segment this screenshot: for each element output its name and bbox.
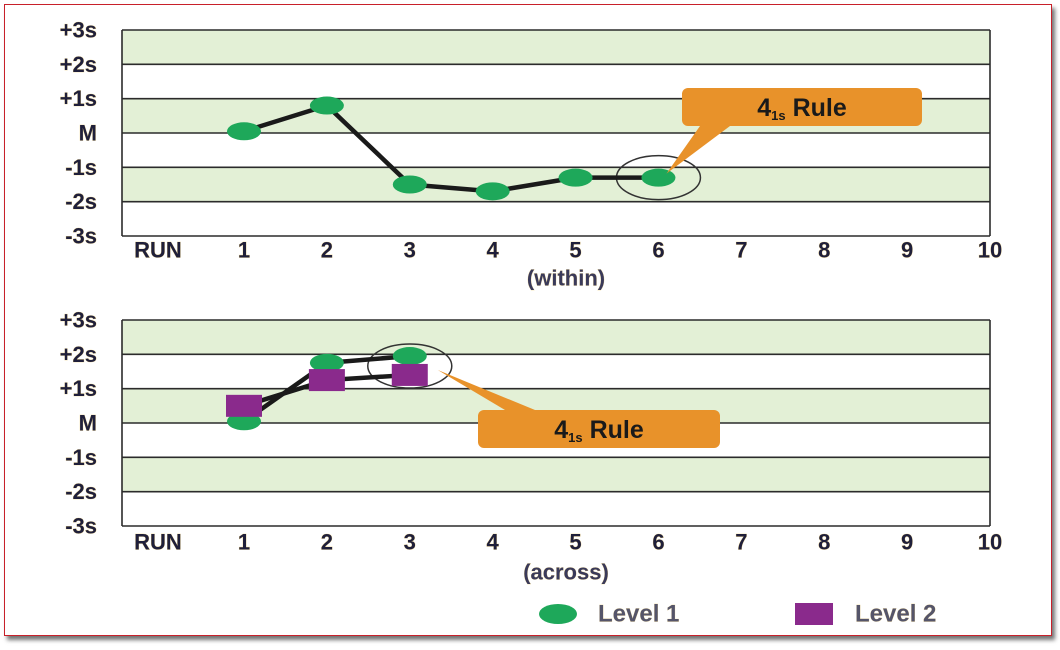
legend-marker-1 (539, 604, 577, 624)
x-axis-title-across: RUN (134, 530, 182, 555)
callout-box-across (478, 410, 720, 448)
y-tick-label-within-0: +3s (60, 18, 97, 43)
rule-highlight-circle-across (367, 343, 453, 389)
x-tick-label-across-1: 1 (238, 530, 250, 555)
x-sub-label-across: (across) (523, 560, 609, 585)
band-across-1 (122, 354, 990, 389)
band-across-4 (122, 457, 990, 492)
x-tick-label-within-5: 5 (569, 238, 581, 263)
y-tick-label-within-5: -2s (65, 189, 97, 214)
callout-pointer-across (437, 370, 535, 410)
legend-marker-2 (795, 603, 833, 625)
x-tick-label-within-9: 9 (901, 238, 913, 263)
legend-label-2: Level 2 (855, 601, 936, 628)
x-tick-label-within-6: 6 (652, 238, 664, 263)
legend-label-1: Level 1 (598, 601, 679, 628)
band-within-0 (122, 30, 990, 65)
point-across-2-run2 (308, 369, 345, 392)
point-across-2-run1 (226, 394, 262, 417)
x-tick-label-across-6: 6 (652, 530, 664, 555)
y-tick-label-across-6: -3s (65, 514, 97, 539)
point-within-1-run3 (392, 175, 427, 194)
x-tick-label-within-10: 10 (978, 238, 1002, 263)
x-tick-label-across-8: 8 (818, 530, 830, 555)
y-tick-label-across-3: M (79, 411, 97, 436)
point-across-1-run2 (309, 353, 344, 372)
point-within-1-run2 (309, 96, 344, 115)
x-tick-label-within-2: 2 (321, 238, 333, 263)
y-tick-label-across-5: -2s (65, 479, 97, 504)
x-tick-label-across-9: 9 (901, 530, 913, 555)
point-across-2-run3 (391, 363, 428, 386)
x-tick-label-across-10: 10 (978, 530, 1002, 555)
point-across-1-run3 (392, 347, 427, 366)
y-tick-label-within-3: M (79, 121, 97, 146)
x-tick-label-across-2: 2 (321, 530, 333, 555)
callout-label-across: 41s Rule (554, 416, 644, 445)
y-tick-label-across-4: -1s (65, 445, 97, 470)
band-within-4 (122, 167, 990, 202)
x-sub-label-within: (within) (527, 266, 605, 291)
band-within-3 (122, 133, 990, 168)
x-tick-label-within-7: 7 (735, 238, 747, 263)
x-tick-label-within-8: 8 (818, 238, 830, 263)
chart-panel-within: +3s +2s +1s M -1s -2s -3s RUN 1 2 3 4 5 6 7 8 9 10 (within… (59, 17, 1002, 291)
x-tick-label-within-1: 1 (238, 238, 250, 263)
y-tick-label-within-1: +2s (60, 52, 97, 77)
y-tick-label-across-2: +1s (60, 376, 97, 401)
band-across-5 (122, 491, 990, 526)
x-axis-title-within: RUN (134, 238, 182, 263)
band-across-0 (122, 320, 990, 355)
legend: Level 1 Level 2 (539, 600, 937, 628)
y-tick-label-within-6: -3s (65, 224, 97, 249)
x-tick-label-across-4: 4 (487, 530, 500, 555)
y-tick-label-within-4: -1s (65, 155, 97, 180)
y-tick-label-across-1: +2s (60, 342, 97, 367)
band-within-5 (122, 201, 990, 236)
x-tick-label-within-3: 3 (404, 238, 416, 263)
callout-box-within (682, 88, 922, 126)
x-tick-label-within-4: 4 (487, 238, 500, 263)
y-tick-label-within-2: +1s (60, 86, 97, 111)
chart-panel-across: +3s +2s +1s M -1s -2s -3s RUN 1 2 3 4 5 6 7 8 9 10 (across… (59, 307, 1002, 585)
point-within-1-run5 (558, 168, 593, 187)
callout-label-within: 41s Rule (757, 94, 847, 123)
point-within-1-run4 (475, 182, 510, 201)
callout-pointer-within (666, 126, 730, 174)
x-tick-label-across-5: 5 (569, 530, 581, 555)
y-tick-label-across-0: +3s (60, 308, 97, 333)
point-within-1-run1 (227, 122, 261, 141)
x-tick-label-across-7: 7 (735, 530, 747, 555)
x-tick-label-across-3: 3 (404, 530, 416, 555)
point-within-1-run6 (641, 168, 676, 187)
